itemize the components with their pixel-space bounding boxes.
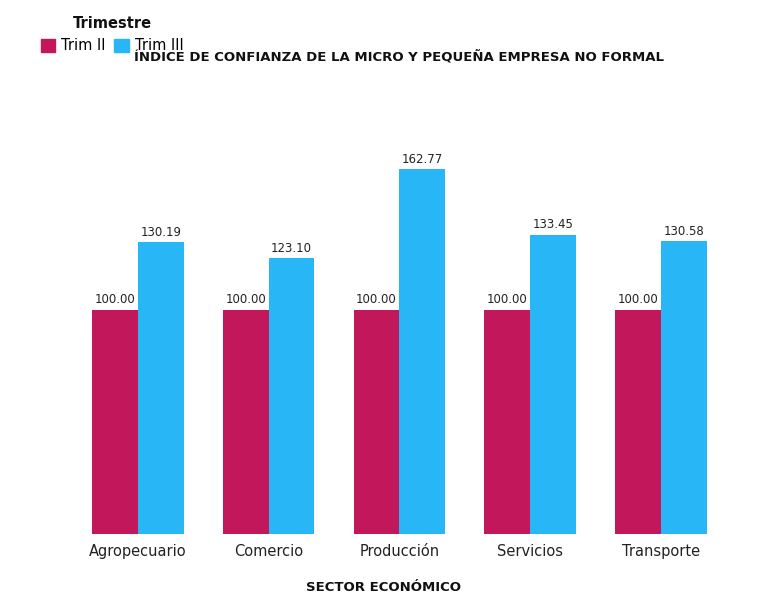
Text: 100.00: 100.00 bbox=[617, 293, 658, 306]
Title: ÍNDICE DE CONFIANZA DE LA MICRO Y PEQUEÑA EMPRESA NO FORMAL: ÍNDICE DE CONFIANZA DE LA MICRO Y PEQUEÑ… bbox=[134, 50, 664, 64]
Bar bbox=[399, 169, 445, 534]
Bar bbox=[269, 258, 314, 534]
Text: 130.58: 130.58 bbox=[664, 225, 704, 238]
Text: 100.00: 100.00 bbox=[487, 293, 528, 306]
Text: 162.77: 162.77 bbox=[402, 152, 443, 166]
Bar bbox=[530, 235, 576, 534]
Bar bbox=[353, 310, 399, 534]
Text: 100.00: 100.00 bbox=[225, 293, 266, 306]
Text: 100.00: 100.00 bbox=[94, 293, 135, 306]
Text: 123.10: 123.10 bbox=[271, 241, 312, 255]
Text: SECTOR ECONÓMICO: SECTOR ECONÓMICO bbox=[306, 581, 462, 594]
Legend: Trim II, Trim III: Trim II, Trim III bbox=[35, 10, 190, 59]
Text: ÍNDICE DE CONFIANZA EMPRESARIAL POR SECTOR ECONÓMICO: ÍNDICE DE CONFIANZA EMPRESARIAL POR SECT… bbox=[23, 37, 717, 56]
Text: 130.19: 130.19 bbox=[141, 226, 181, 239]
Bar bbox=[138, 242, 184, 534]
Bar bbox=[615, 310, 660, 534]
Text: 133.45: 133.45 bbox=[532, 219, 574, 231]
Bar bbox=[485, 310, 530, 534]
Bar bbox=[92, 310, 138, 534]
Text: 100.00: 100.00 bbox=[356, 293, 397, 306]
Bar bbox=[223, 310, 269, 534]
Bar bbox=[660, 241, 707, 534]
